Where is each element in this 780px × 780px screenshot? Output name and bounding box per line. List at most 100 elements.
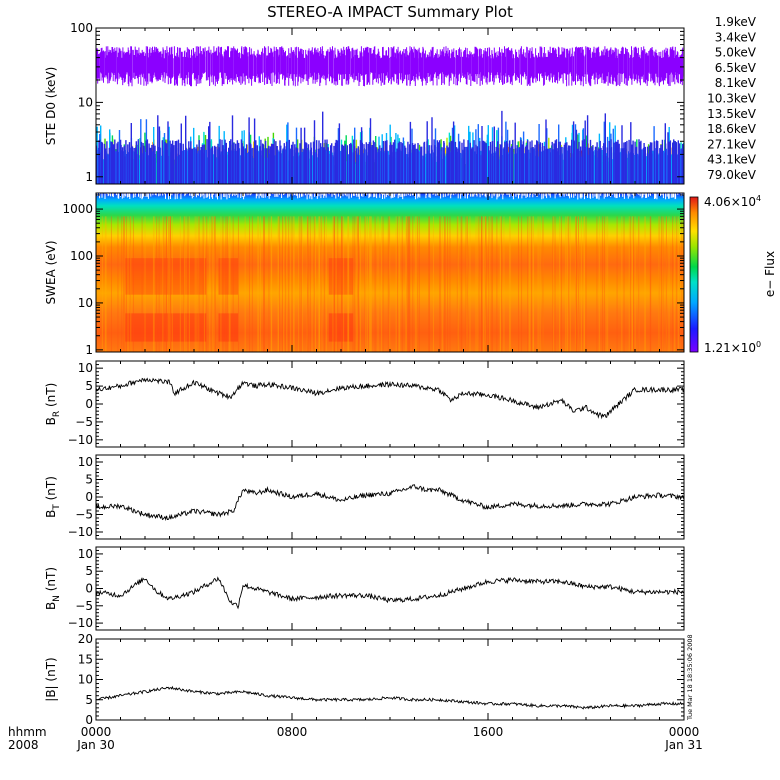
time-tick-label: 1600 [473, 725, 504, 739]
colorbar-min-exponent: 0 [756, 340, 761, 349]
bn-plot-area [96, 576, 684, 610]
time-tick-label: 0800 [277, 725, 308, 739]
br-ylabel-part: B [44, 417, 58, 425]
time-tick-label: 0000 [81, 725, 112, 739]
br-ytick-label: −10 [68, 433, 93, 447]
swea-plot-area [96, 193, 684, 352]
ste-ytick-label: 1 [85, 170, 93, 184]
ste-ytick-label: 10 [78, 95, 93, 109]
ste-panel: 1 10 100 STE D0 (keV) [44, 21, 685, 185]
bmag-series-line [96, 685, 684, 710]
legend-entry-5.0keV: 5.0keV [715, 46, 757, 60]
colorbar-max-label: 4.06×104 [704, 194, 761, 209]
legend-entry-6.5keV: 6.5keV [715, 61, 757, 75]
swea-heatmap-cell [328, 313, 354, 342]
br-ytick-label: −5 [75, 415, 93, 429]
colorbar-min-mantissa: 1.21×10 [704, 341, 756, 355]
bn-frame [95, 546, 685, 631]
br-ytick-label: 5 [85, 379, 93, 393]
colorbar-title: e− Flux [763, 251, 777, 297]
bn-ylabel: BN (nT) [44, 567, 62, 610]
bmag-panel: 0 5 10 15 20 |B| (nT) [44, 632, 685, 727]
swea-ytick-label: 10 [78, 296, 93, 310]
bt-ylabel-part: (nT) [44, 476, 58, 504]
swea-ytick-label: 1 [85, 343, 93, 357]
bn-ylabel-part: B [44, 602, 58, 610]
ste-plot-area [96, 46, 684, 184]
bt-frame [95, 454, 685, 540]
colorbar-max-exponent: 4 [756, 194, 761, 203]
bn-ytick-label: −10 [68, 616, 93, 630]
ste-ytick-label: 100 [70, 21, 93, 35]
bt-ytick-label: 5 [85, 473, 93, 487]
br-ylabel-part: R [52, 411, 62, 417]
bn-ylabel-part: (nT) [44, 567, 58, 595]
bn-ytick-label: 5 [85, 564, 93, 578]
legend-entry-43.1keV: 43.1keV [707, 153, 757, 167]
bmag-ytick-label: 10 [78, 673, 93, 687]
bmag-plot-area [96, 685, 684, 710]
legend-entry-18.6keV: 18.6keV [707, 122, 757, 136]
bmag-ylabel: |B| (nT) [44, 657, 58, 701]
bt-ylabel-part: T [52, 504, 62, 511]
plot-title: STEREO-A IMPACT Summary Plot [267, 3, 513, 21]
bt-ytick-label: −10 [68, 525, 93, 539]
br-ytick-label: 10 [78, 361, 93, 375]
swea-colorbar: 4.06×104 1.21×100 e− Flux [689, 194, 777, 355]
br-plot-area [96, 377, 684, 420]
bmag-ytick-label: 0 [85, 713, 93, 727]
bn-panel: −10 −5 0 5 10 BN (nT) [44, 546, 685, 631]
bt-ytick-label: −5 [75, 508, 93, 522]
colorbar-max-mantissa: 4.06×10 [704, 195, 756, 209]
legend-entry-10.3keV: 10.3keV [707, 92, 757, 106]
bt-ytick-label: 0 [85, 490, 93, 504]
swea-heatmap-cell [218, 258, 239, 295]
br-ytick-label: 0 [85, 397, 93, 411]
swea-ytick-label: 1000 [62, 202, 93, 216]
br-ylabel: BR (nT) [44, 383, 62, 426]
bt-ylabel: BT (nT) [44, 476, 62, 518]
time-tick-date: Jan 30 [76, 738, 115, 752]
legend-entry-27.1keV: 27.1keV [707, 137, 757, 151]
bt-ytick-label: 10 [78, 455, 93, 469]
ste-ylabel: STE D0 (keV) [44, 67, 58, 146]
bn-ytick-label: 0 [85, 582, 93, 596]
colorbar-min-label: 1.21×100 [704, 340, 761, 355]
legend-entry-79.0keV: 79.0keV [707, 168, 757, 182]
timestamp-label: Tue Mar 18 18:35:06 2008 [686, 634, 694, 721]
bt-series-line [96, 484, 684, 522]
swea-ytick-label: 100 [70, 249, 93, 263]
legend-entry-3.4keV: 3.4keV [715, 30, 757, 44]
bt-plot-area [96, 484, 684, 522]
bmag-ytick-label: 15 [78, 652, 93, 666]
br-series-line [96, 377, 684, 420]
br-ylabel-part: (nT) [44, 383, 58, 411]
time-axis-row2-label: 2008 [8, 738, 39, 752]
swea-heatmap-cell [218, 313, 239, 342]
bn-ytick-label: 10 [78, 547, 93, 561]
swea-heatmap-cell [125, 313, 207, 342]
legend-entry-8.1keV: 8.1keV [715, 76, 757, 90]
colorbar-gradient [689, 196, 699, 353]
legend-entry-13.5keV: 13.5keV [707, 107, 757, 121]
time-tick-label: 0000 [669, 725, 700, 739]
swea-panel: 1 10 100 1000 SWEA (eV) [44, 192, 685, 357]
bn-ytick-label: −5 [75, 599, 93, 613]
time-axis-row1-label: hhmm [8, 725, 47, 739]
bt-ylabel-part: B [44, 510, 58, 518]
swea-heatmap-cell [125, 258, 207, 295]
bmag-ytick-label: 5 [85, 693, 93, 707]
bmag-ytick-label: 20 [78, 632, 93, 646]
bt-panel: −10 −5 0 5 10 BT (nT) [44, 454, 685, 540]
swea-heatmap-cell [328, 258, 354, 295]
time-tick-date: Jan 31 [664, 738, 703, 752]
legend-entry-1.9keV: 1.9keV [715, 15, 757, 29]
bn-series-line [96, 576, 684, 610]
ste-series-1.9keV [96, 46, 684, 87]
br-panel: −10 −5 0 5 10 BR (nT) [44, 360, 685, 448]
bn-ylabel-part: N [52, 595, 62, 602]
